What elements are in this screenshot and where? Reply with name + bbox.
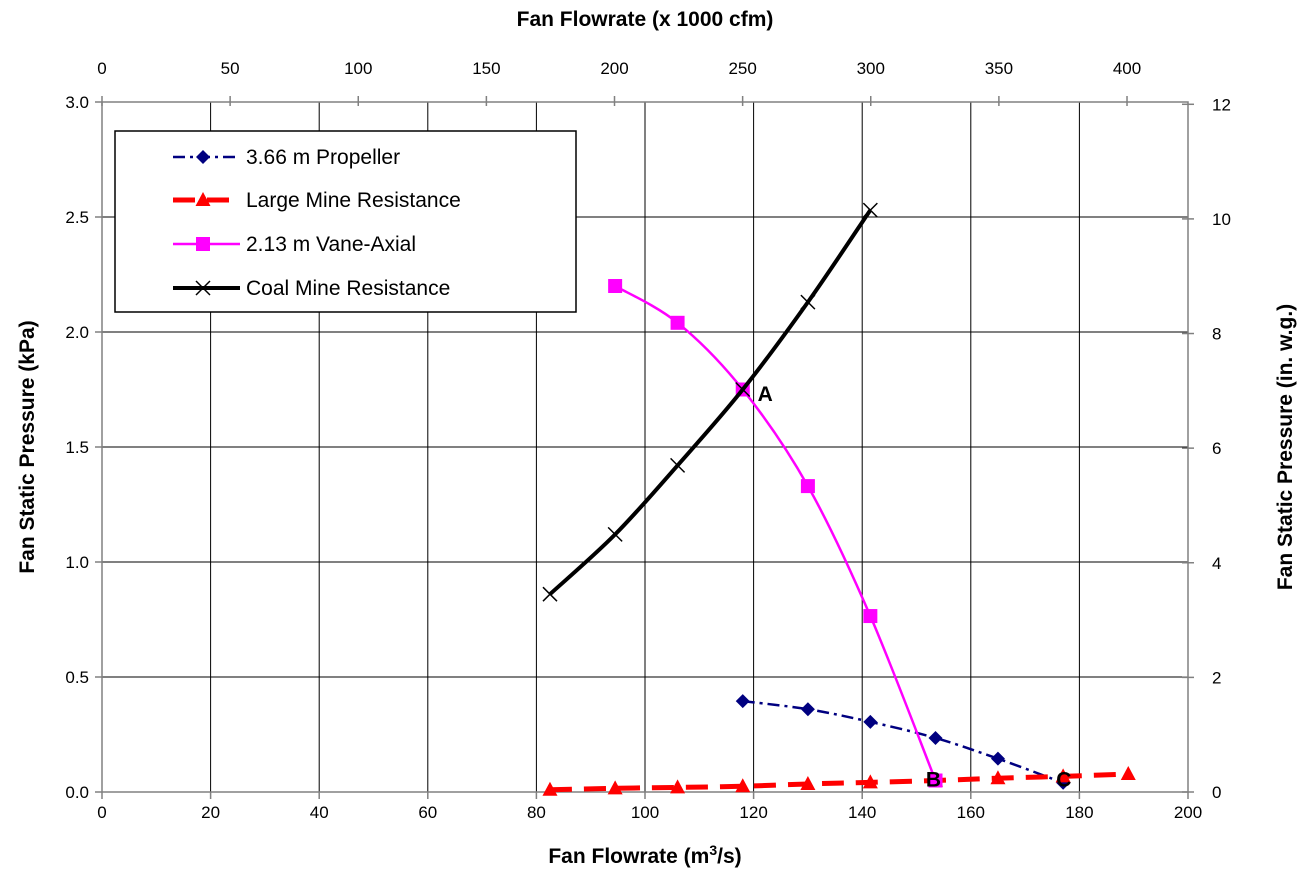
x-tick-label: 140 (848, 803, 876, 822)
annotations-layer: A B C (758, 383, 1072, 791)
data-point (1055, 768, 1071, 783)
x-top-tick-label: 300 (857, 59, 885, 78)
legend-item-0: 3.66 m Propeller (173, 146, 400, 169)
y-tick-label: 1.0 (65, 553, 89, 572)
legend-item-2: 2.13 m Vane-Axial (173, 233, 416, 256)
data-point (800, 775, 816, 790)
data-point (863, 609, 878, 624)
legend-label: Coal Mine Resistance (246, 277, 450, 300)
x-top-tick-label: 0 (97, 59, 106, 78)
legend-swatch-marker (196, 237, 210, 251)
annotation-label: C (1056, 768, 1071, 791)
data-point (990, 751, 1005, 766)
data-point (1120, 766, 1136, 781)
gridlines (102, 102, 1188, 792)
annotation-label: A (758, 383, 773, 406)
series-line (742, 699, 1064, 784)
data-point (800, 294, 816, 310)
x-top-tick-label: 200 (600, 59, 628, 78)
x-top-tick-label: 250 (728, 59, 756, 78)
legend-item-3: Coal Mine Resistance (173, 277, 450, 300)
x-axis-title-tail: /s) (717, 845, 742, 868)
x-top-tick-label: 400 (1113, 59, 1141, 78)
x-tick-label: 80 (527, 803, 546, 822)
y-tick-label: 0.5 (65, 668, 89, 687)
series-1 (542, 766, 1136, 796)
series-layer (542, 202, 1136, 796)
y-right-tick-label: 4 (1212, 554, 1221, 573)
data-point (608, 279, 623, 293)
x-tick-label: 200 (1174, 803, 1202, 822)
x-axis-title-bottom: Fan Flowrate (m3/s) (548, 842, 741, 868)
data-point (928, 773, 943, 788)
data-point (735, 381, 751, 398)
annotation-label: B (926, 768, 941, 791)
series-3 (542, 202, 878, 602)
series-line (548, 208, 872, 596)
x-tick-label: 60 (418, 803, 437, 822)
x-top-tick-label: 100 (344, 59, 372, 78)
x-top-tick-label: 350 (985, 59, 1013, 78)
y-axis-title-right: Fan Static Pressure (in. w.g.) (1274, 304, 1297, 590)
legend-swatch-marker (195, 192, 211, 206)
x-axis-title-superscript: 3 (709, 842, 717, 858)
series-line (549, 771, 1129, 793)
data-point (862, 774, 878, 789)
y-right-tick-label: 2 (1212, 668, 1221, 687)
data-point (928, 730, 943, 745)
legend: 3.66 m Propeller Large Mine Resistance 2.1… (114, 130, 577, 313)
x-tick-label: 0 (97, 803, 106, 822)
x-tick-label: 160 (957, 803, 985, 822)
series-2 (608, 279, 943, 788)
axes: 0 20 40 60 80 100 120 140 160 180 2000.00.51.01.52… (65, 59, 1231, 822)
data-point (607, 526, 623, 542)
data-point (990, 770, 1006, 785)
y-tick-label: 0.0 (65, 783, 89, 802)
data-point (542, 781, 558, 796)
series-0 (735, 694, 1071, 790)
y-axis-title-left: Fan Static Pressure (kPa) (16, 320, 39, 573)
y-right-tick-label: 6 (1212, 439, 1221, 458)
x-tick-label: 180 (1065, 803, 1093, 822)
x-axis-title-main: Fan Flowrate (m (548, 845, 709, 868)
x-tick-label: 20 (201, 803, 220, 822)
legend-label: Large Mine Resistance (246, 189, 461, 212)
x-tick-label: 40 (310, 803, 329, 822)
y-tick-label: 1.5 (65, 438, 89, 457)
legend-box (114, 130, 577, 313)
data-point (542, 586, 558, 602)
x-axis-title-top: Fan Flowrate (x 1000 cfm) (517, 8, 774, 31)
y-tick-label: 2.0 (65, 323, 89, 342)
legend-swatch-marker (195, 280, 211, 296)
y-right-tick-label: 8 (1212, 325, 1221, 344)
legend-label: 3.66 m Propeller (246, 146, 400, 169)
data-point (670, 457, 686, 473)
data-point (670, 315, 685, 330)
x-top-tick-label: 150 (472, 59, 500, 78)
data-point (862, 202, 878, 218)
series-line (614, 284, 937, 781)
legend-label: 2.13 m Vane-Axial (246, 233, 416, 256)
data-point (800, 479, 815, 494)
data-point (800, 702, 815, 717)
data-point (863, 714, 878, 729)
data-point (735, 694, 750, 709)
legend-swatch-marker (196, 150, 210, 164)
data-point (670, 779, 686, 794)
x-top-tick-label: 50 (221, 59, 240, 78)
x-tick-label: 120 (739, 803, 767, 822)
y-right-tick-label: 12 (1212, 95, 1231, 114)
legend-item-1: Large Mine Resistance (173, 189, 461, 212)
x-tick-label: 100 (631, 803, 659, 822)
data-point (735, 778, 751, 793)
data-point (607, 780, 623, 795)
y-right-tick-label: 10 (1212, 210, 1231, 229)
y-tick-label: 2.5 (65, 208, 89, 227)
y-right-tick-label: 0 (1212, 783, 1221, 802)
y-tick-label: 3.0 (65, 93, 89, 112)
